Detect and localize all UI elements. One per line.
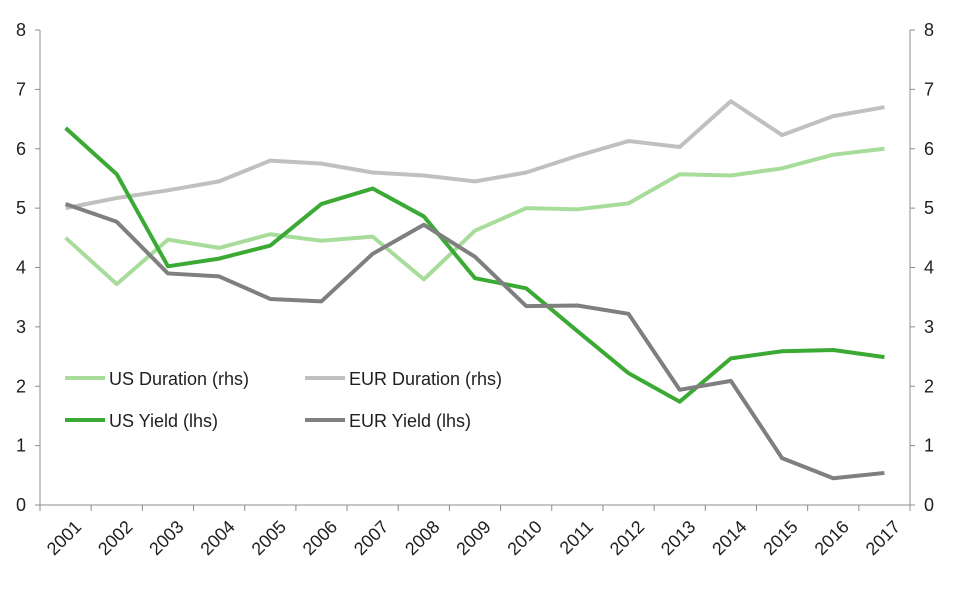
- legend-label: US Duration (rhs): [109, 369, 249, 389]
- x-tick-label: 2017: [862, 517, 904, 559]
- x-tick-label: 2012: [606, 517, 648, 559]
- series-lines: [64, 99, 885, 481]
- left-y-tick-label: 5: [16, 198, 26, 218]
- right-y-tick-label: 3: [924, 317, 934, 337]
- x-tick-label: 2016: [811, 517, 853, 559]
- left-y-tick-label: 1: [16, 436, 26, 456]
- x-tick-label: 2008: [401, 517, 443, 559]
- right-y-tick-label: 2: [924, 376, 934, 396]
- x-tick-label: 2005: [248, 517, 290, 559]
- series-line-eur-yield-lhs: [64, 202, 885, 481]
- series-line-us-yield-lhs: [64, 126, 885, 404]
- x-tick-label: 2015: [759, 517, 801, 559]
- legend-item: EUR Yield (lhs): [305, 411, 471, 431]
- x-tick-label: 2014: [708, 517, 750, 559]
- legend-label: EUR Yield (lhs): [349, 411, 471, 431]
- left-y-tick-label: 4: [16, 258, 26, 278]
- x-tick-label: 2007: [350, 517, 392, 559]
- right-y-tick-label: 7: [924, 79, 934, 99]
- right-y-tick-label: 6: [924, 139, 934, 159]
- x-tick-label: 2009: [452, 517, 494, 559]
- right-y-tick-label: 0: [924, 495, 934, 515]
- x-tick-label: 2013: [657, 517, 699, 559]
- left-y-tick-label: 0: [16, 495, 26, 515]
- x-tick-label: 2003: [145, 517, 187, 559]
- legend-label: US Yield (lhs): [109, 411, 218, 431]
- x-tick-label: 2011: [556, 517, 598, 559]
- series-line-eur-duration-rhs: [65, 99, 885, 211]
- right-y-tick-label: 4: [924, 258, 934, 278]
- right-y-tick-label: 5: [924, 198, 934, 218]
- legend: US Duration (rhs) EUR Duration (rhs) US Yi…: [65, 369, 502, 431]
- x-tick-label: 2010: [503, 517, 545, 559]
- legend-item: EUR Duration (rhs): [305, 369, 502, 389]
- left-y-tick-label: 6: [16, 139, 26, 159]
- left-y-tick-label: 3: [16, 317, 26, 337]
- series-line-us-duration-rhs: [64, 146, 885, 287]
- left-y-tick-label: 8: [16, 20, 26, 40]
- legend-item: US Duration (rhs): [65, 369, 249, 389]
- x-tick-label: 2002: [94, 517, 136, 559]
- x-tick-label: 2004: [196, 517, 238, 559]
- x-tick-label: 2006: [299, 517, 341, 559]
- legend-label: EUR Duration (rhs): [349, 369, 502, 389]
- right-y-tick-label: 8: [924, 20, 934, 40]
- left-y-tick-label: 2: [16, 376, 26, 396]
- right-y-tick-label: 1: [924, 436, 934, 456]
- legend-item: US Yield (lhs): [65, 411, 218, 431]
- x-tick-label: 2001: [43, 517, 85, 559]
- left-y-tick-label: 7: [16, 79, 26, 99]
